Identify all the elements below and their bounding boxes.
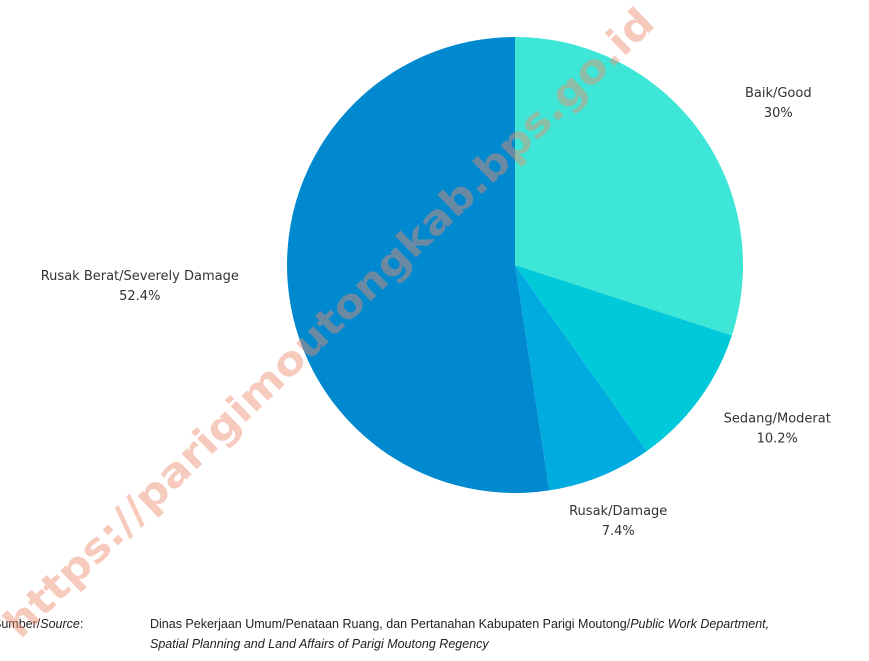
slice-value-label: 30% — [764, 106, 793, 121]
slice-value-label: 7.4% — [602, 524, 635, 539]
source-label-part: Source — [40, 617, 80, 631]
slice-label: Sedang/Moderat — [724, 412, 831, 427]
pie-slice — [287, 37, 550, 493]
source-label-part: Sumber/ — [0, 617, 41, 631]
slice-label: Rusak Berat/Severely Damage — [41, 269, 239, 284]
pie-slice — [515, 265, 647, 491]
source-line: Dinas Pekerjaan Umum/Penataan Ruang, dan… — [150, 617, 631, 631]
pie-slice — [515, 265, 732, 452]
slice-value-label: 10.2% — [757, 432, 798, 447]
labels: Baik/Good 30% Sedang/Moderat 10.2% Rusak/Dam… — [41, 86, 831, 539]
pie — [287, 37, 743, 493]
source-label-part: : — [80, 617, 83, 631]
source-line: Public Work Department, — [630, 617, 769, 631]
slice-label: Baik/Good — [745, 86, 812, 101]
source-text: Dinas Pekerjaan Umum/Penataan Ruang, dan… — [150, 617, 769, 631]
slice-label: Rusak/Damage — [569, 504, 667, 519]
slice-value-label: 52.4% — [119, 289, 160, 304]
pie-slice — [515, 37, 743, 336]
source-line: Spatial Planning and Land Affairs of Par… — [150, 637, 489, 651]
source-label: Sumber/Source: — [0, 617, 83, 631]
